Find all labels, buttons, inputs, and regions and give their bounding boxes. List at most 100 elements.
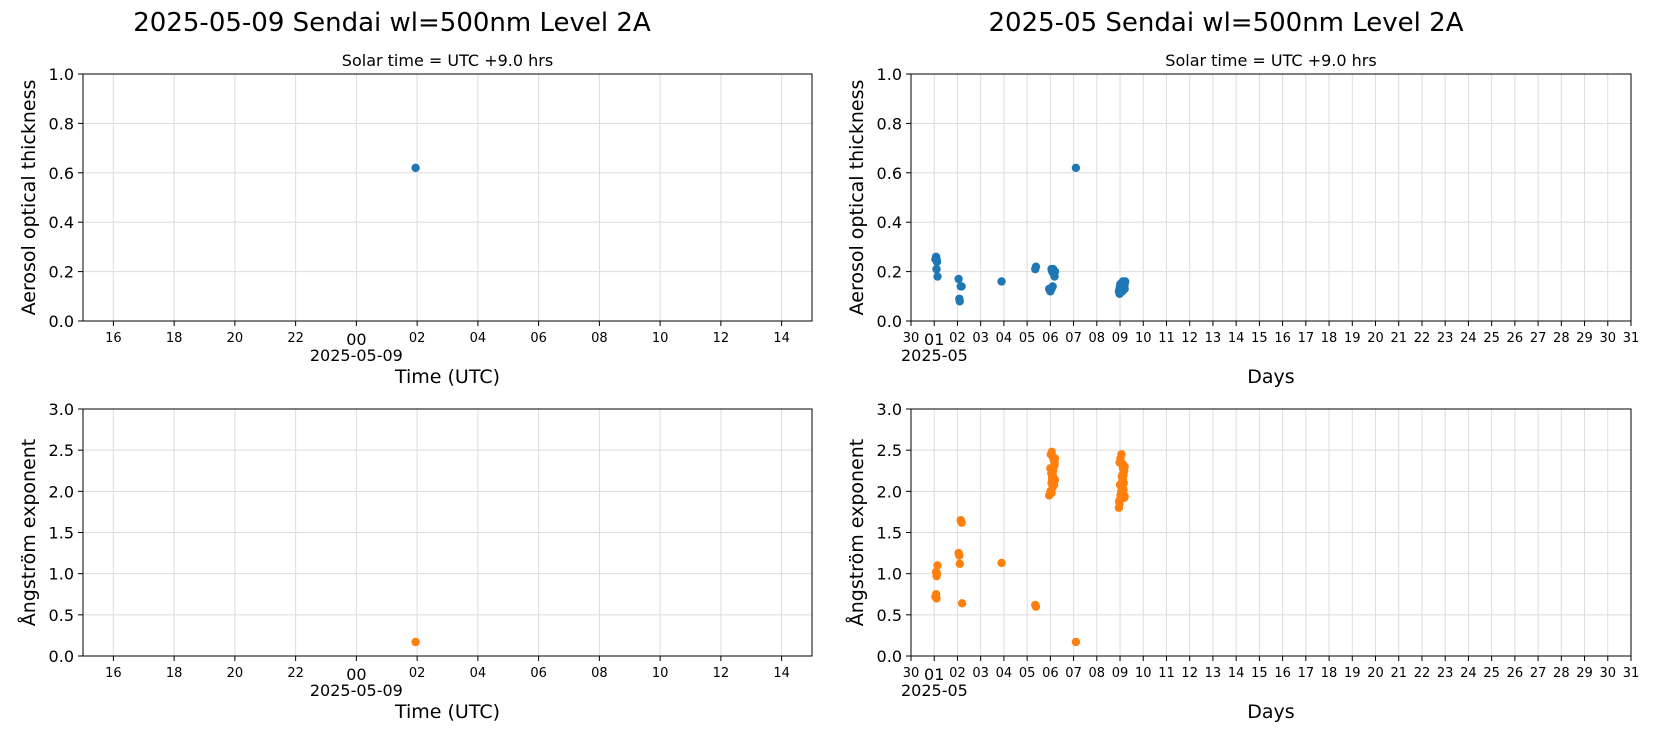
y-tick-label: 2.0 <box>877 482 902 501</box>
x-tick-label: 20 <box>1367 331 1384 346</box>
data-point <box>1048 464 1057 474</box>
y-tick-label: 1.5 <box>877 524 902 543</box>
x-tick-label: 13 <box>1205 666 1222 681</box>
x-tick-label: 07 <box>1065 666 1082 681</box>
x-tick-label: 07 <box>1065 331 1082 346</box>
x-tick-label: 15 <box>1251 331 1268 346</box>
data-point <box>933 272 942 281</box>
data-point <box>1119 478 1128 488</box>
x-tick-label: 26 <box>1507 666 1524 681</box>
data-point <box>957 282 966 291</box>
y-tick-label: 0.8 <box>877 114 902 133</box>
y-tick-label: 1.0 <box>49 565 74 584</box>
x-tick-label: 23 <box>1437 666 1454 681</box>
data-point <box>957 599 967 608</box>
x-tick-label: 18 <box>166 666 183 681</box>
x-axis-label: Time (UTC) <box>394 701 500 723</box>
data-point <box>955 551 964 560</box>
x-tick-label: 16 <box>105 666 122 681</box>
x-tick-label: 25 <box>1483 666 1500 681</box>
x-tick-label: 14 <box>1228 331 1245 346</box>
y-axis-label: Ångström exponent <box>845 439 868 627</box>
y-axis-label: Aerosol optical thickness <box>18 80 40 316</box>
y-tick-label: 0.0 <box>49 312 74 331</box>
x-tick-label: 14 <box>773 331 790 346</box>
x-tick-label: 21 <box>1390 666 1407 681</box>
x-axis-label: Days <box>1247 701 1294 723</box>
data-point <box>1120 492 1129 501</box>
y-tick-label: 0.4 <box>877 213 902 232</box>
y-tick-label: 0.2 <box>49 263 74 282</box>
daily-angstrom-panel <box>78 408 813 661</box>
x-tick-label: 22 <box>287 331 304 346</box>
x-tick-label: 22 <box>1414 331 1431 346</box>
x-tick-label: 19 <box>1344 331 1361 346</box>
data-point <box>411 163 420 173</box>
y-axis-label: Ångström exponent <box>17 439 40 627</box>
x-tick-label: 05 <box>1019 666 1036 681</box>
data-point <box>954 274 963 284</box>
x-tick-label: 08 <box>1089 331 1106 346</box>
y-axis-label: Aerosol optical thickness <box>846 80 868 316</box>
x-tick-label: 30 <box>903 331 920 346</box>
monthly-aot-panel <box>906 73 1632 326</box>
x-tick-label: 20 <box>1367 666 1384 681</box>
data-point <box>955 297 964 306</box>
data-point <box>932 257 942 266</box>
x-tick-label: 02 <box>409 666 426 681</box>
chart-subtitle: Solar time = UTC +9.0 hrs <box>342 51 553 70</box>
x-tick-label: 30 <box>903 666 920 681</box>
y-tick-label: 0.2 <box>877 263 902 282</box>
x-tick-label: 12 <box>713 666 730 681</box>
x-tick-label: 16 <box>105 331 122 346</box>
data-point <box>1118 277 1128 286</box>
right-chart-title: 2025-05 Sendai wl=500nm Level 2A <box>988 8 1464 38</box>
data-point <box>1117 472 1127 481</box>
x-tick-label: 17 <box>1298 331 1315 346</box>
x-tick-label: 30 <box>1600 666 1617 681</box>
x-tick-label: 12 <box>1181 666 1198 681</box>
y-tick-label: 1.5 <box>49 524 74 543</box>
x-tick-label: 16 <box>1274 666 1291 681</box>
y-tick-label: 1.0 <box>877 65 902 84</box>
x-tick-label: 08 <box>591 331 608 346</box>
x-tick-label: 09 <box>1112 666 1129 681</box>
x-tick-label: 18 <box>166 331 183 346</box>
data-point <box>933 561 942 570</box>
data-point <box>955 559 964 568</box>
data-point <box>997 558 1006 568</box>
y-tick-label: 0.0 <box>49 647 74 666</box>
chart-subtitle: Solar time = UTC +9.0 hrs <box>1165 51 1376 70</box>
x-tick-label: 06 <box>1042 666 1059 681</box>
monthly-angstrom-panel <box>906 408 1632 661</box>
x-tick-label: 12 <box>1181 331 1198 346</box>
x-tick-label: 22 <box>287 666 304 681</box>
x-tick-label: 28 <box>1553 331 1570 346</box>
y-tick-label: 0.5 <box>49 606 74 625</box>
plot-frame <box>82 73 813 322</box>
x-tick-label: 15 <box>1251 666 1268 681</box>
x-tick-label: 20 <box>227 666 244 681</box>
y-tick-label: 0.0 <box>877 312 902 331</box>
x-date-label: 2025-05-09 <box>310 681 403 700</box>
x-tick-label: 02 <box>949 666 966 681</box>
x-tick-label: 04 <box>470 331 487 346</box>
x-tick-label: 29 <box>1576 331 1593 346</box>
x-tick-label: 05 <box>1019 331 1036 346</box>
x-tick-label: 14 <box>773 666 790 681</box>
data-point <box>1071 163 1081 173</box>
x-tick-label: 04 <box>470 666 487 681</box>
data-point <box>957 518 966 527</box>
x-tick-label: 08 <box>1089 666 1106 681</box>
y-tick-label: 0.8 <box>49 114 74 133</box>
y-tick-label: 3.0 <box>877 400 902 419</box>
y-tick-label: 2.5 <box>877 441 902 460</box>
x-tick-label: 12 <box>713 331 730 346</box>
daily-aot-panel <box>78 73 813 326</box>
data-point <box>932 594 941 603</box>
x-tick-label: 06 <box>1042 331 1059 346</box>
data-point <box>932 264 941 274</box>
x-tick-label: 18 <box>1321 331 1338 346</box>
x-tick-label: 21 <box>1390 331 1407 346</box>
